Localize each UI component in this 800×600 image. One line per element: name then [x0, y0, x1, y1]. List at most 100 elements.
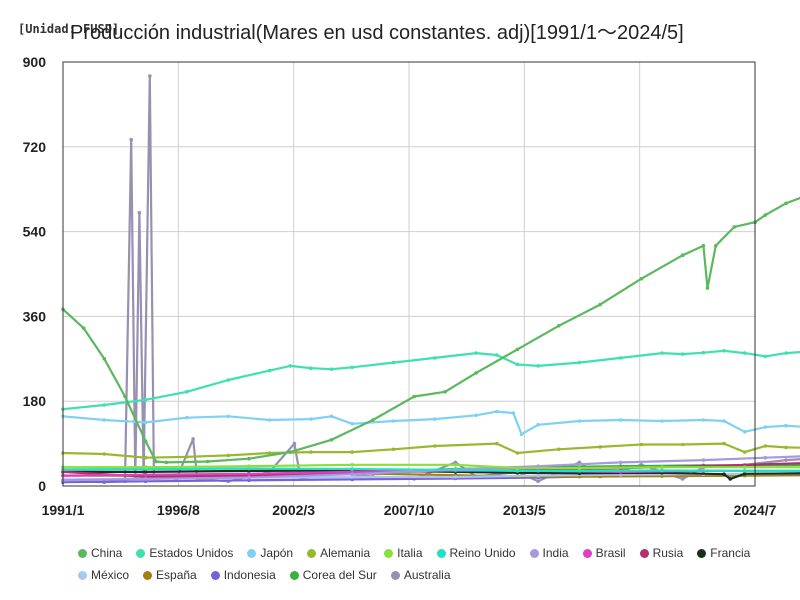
- legend-label: Indonesia: [223, 568, 276, 582]
- data-point-china: [143, 439, 148, 444]
- legend-item-india[interactable]: India: [529, 546, 569, 560]
- x-tick-label: 2002/3: [272, 502, 315, 518]
- data-point-estados-unidos: [763, 354, 768, 359]
- data-point-japon: [536, 423, 540, 427]
- legend-item-indonesia[interactable]: Indonesia: [210, 568, 276, 582]
- legend-item-corea-del-sur[interactable]: Corea del Sur: [289, 568, 377, 582]
- data-point-estados-unidos: [495, 353, 499, 357]
- legend-item-mexico[interactable]: México: [78, 568, 129, 582]
- data-point-japon: [102, 418, 107, 422]
- data-point-estados-unidos: [474, 351, 478, 355]
- legend-label: Alemania: [320, 546, 371, 560]
- chart-title: Producción industrial(Mares en usd const…: [70, 22, 684, 44]
- data-point-mexico: [350, 475, 355, 479]
- data-point-estados-unidos: [784, 351, 788, 355]
- data-point-china: [247, 456, 251, 461]
- data-point-estados-unidos: [577, 360, 582, 365]
- data-point-china: [288, 450, 293, 454]
- legend-item-italia[interactable]: Italia: [384, 546, 423, 560]
- legend-label: Reino Unido: [449, 546, 516, 560]
- data-point-australia: [148, 74, 152, 78]
- data-point-alemania: [722, 441, 726, 446]
- data-point-china: [732, 225, 737, 229]
- data-point-alemania: [350, 450, 355, 454]
- data-point-alemania: [185, 455, 189, 459]
- data-point-australia: [129, 137, 133, 142]
- data-point-reino-unido: [515, 469, 520, 473]
- legend-item-brasil[interactable]: Brasil: [582, 546, 626, 560]
- legend-item-reino-unido[interactable]: Reino Unido: [436, 546, 516, 560]
- legend-label: España: [156, 568, 197, 582]
- data-point-estados-unidos: [350, 365, 355, 370]
- plot-frame: [62, 61, 756, 487]
- x-tick-label: 1996/8: [157, 502, 200, 518]
- legend-label: Estados Unidos: [149, 546, 234, 560]
- data-point-japon: [660, 419, 664, 423]
- data-point-italia: [350, 463, 355, 467]
- data-point-estados-unidos: [515, 362, 520, 367]
- data-point-china: [639, 276, 644, 281]
- data-point-italia: [247, 464, 251, 469]
- legend-swatch: [582, 548, 592, 558]
- data-point-japon: [742, 430, 747, 434]
- legend-label: China: [91, 546, 123, 560]
- data-point-alemania: [102, 452, 107, 456]
- data-point-japon: [519, 432, 524, 437]
- data-point-china: [598, 302, 602, 307]
- axes: 0 180 360 540 720 900 1991/1 1996/8 2002/3 2007/1…: [23, 54, 777, 518]
- data-point-china: [412, 394, 417, 399]
- data-point-alemania: [639, 442, 644, 447]
- legend-swatch: [436, 548, 446, 558]
- data-point-estados-unidos: [618, 356, 623, 360]
- legend-item-rusia[interactable]: Rusia: [639, 546, 683, 560]
- data-point-alemania: [598, 445, 602, 449]
- data-point-japon: [309, 417, 313, 421]
- x-tick-label: 1991/1: [42, 502, 85, 518]
- data-point-china: [205, 459, 210, 464]
- legend-label: Italia: [397, 546, 423, 560]
- legend-item-alemania[interactable]: Alemania: [307, 546, 370, 560]
- y-tick-label: 0: [38, 478, 46, 494]
- data-point-mexico: [536, 473, 540, 478]
- data-point-estados-unidos: [288, 364, 293, 368]
- legend-swatch: [136, 548, 146, 558]
- series-lines: [61, 74, 800, 485]
- data-point-china: [705, 286, 710, 290]
- legend-swatch: [247, 548, 257, 558]
- data-point-japon: [722, 419, 726, 423]
- data-point-alemania: [143, 455, 148, 460]
- data-point-china: [81, 326, 86, 331]
- legend-swatch: [639, 548, 649, 558]
- data-point-australia: [137, 211, 142, 215]
- data-point-alemania: [226, 453, 231, 458]
- data-point-italia: [660, 465, 664, 470]
- data-point-brasil: [247, 472, 251, 476]
- legend-item-estados-unidos[interactable]: Estados Unidos: [136, 546, 233, 560]
- data-point-estados-unidos: [185, 390, 189, 394]
- series-line-estados-unidos: [62, 349, 800, 411]
- legend-swatch: [210, 570, 220, 580]
- data-point-reino-unido: [350, 467, 355, 471]
- data-point-reino-unido: [453, 468, 458, 472]
- data-point-alemania: [495, 441, 499, 446]
- legend-item-australia[interactable]: Australia: [390, 568, 451, 582]
- legend-item-espana[interactable]: España: [143, 568, 197, 582]
- data-point-china: [474, 371, 478, 375]
- legend-item-china[interactable]: China: [78, 546, 122, 560]
- legend-label: Brasil: [595, 546, 626, 560]
- data-point-italia: [577, 466, 582, 470]
- legend-item-francia[interactable]: Francia: [697, 546, 750, 560]
- data-point-japon: [226, 414, 231, 419]
- legend-label: Corea del Sur: [302, 568, 377, 582]
- legend-swatch: [529, 548, 539, 558]
- data-point-estados-unidos: [309, 366, 313, 371]
- legend: China Estados Unidos Japón Alemania Italia Re…: [78, 542, 778, 586]
- legend-item-japon[interactable]: Japón: [247, 546, 293, 560]
- data-point-japon: [763, 425, 768, 429]
- y-tick-label: 540: [23, 224, 47, 240]
- data-point-japon: [618, 418, 623, 422]
- legend-swatch: [307, 548, 317, 558]
- data-point-alemania: [784, 445, 788, 450]
- data-point-india: [618, 460, 623, 465]
- data-point-alemania: [515, 451, 520, 455]
